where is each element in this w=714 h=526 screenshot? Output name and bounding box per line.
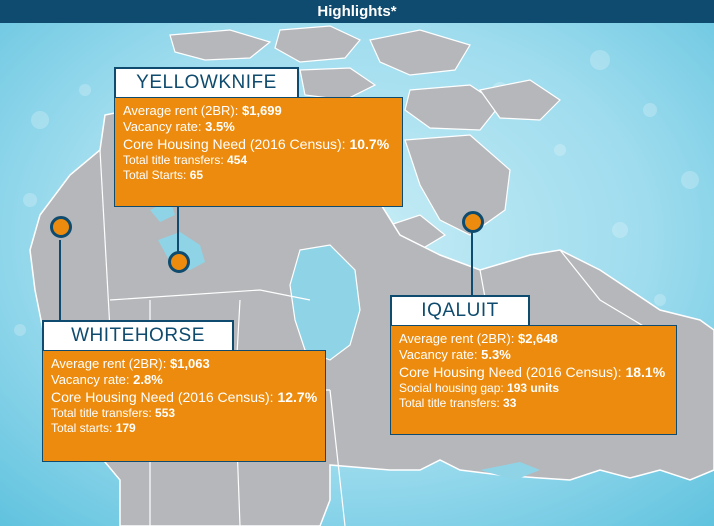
stat-row: Vacancy rate: 5.3% bbox=[399, 347, 511, 363]
iqaluit-label: IQALUIT bbox=[390, 295, 530, 327]
stat-row: Total Starts: 65 bbox=[123, 168, 204, 182]
whitehorse-card: Average rent (2BR): $1,063 Vacancy rate:… bbox=[42, 350, 326, 462]
arctic-islands bbox=[169, 25, 561, 251]
whitehorse-label: WHITEHORSE bbox=[42, 320, 234, 352]
stat-row: Core Housing Need (2016 Census): 12.7% bbox=[51, 388, 318, 405]
stat-row: Core Housing Need (2016 Census): 18.1% bbox=[399, 363, 666, 380]
iqaluit-map-marker[interactable] bbox=[462, 211, 484, 233]
iqaluit-pointer-line bbox=[471, 232, 473, 297]
stat-row: Total starts: 179 bbox=[51, 421, 136, 435]
yellowknife-map-marker[interactable] bbox=[168, 251, 190, 273]
stat-row: Core Housing Need (2016 Census): 10.7% bbox=[123, 135, 390, 152]
hudson-bay bbox=[289, 244, 361, 361]
page-title: Highlights* bbox=[0, 0, 714, 23]
yellowknife-card: Average rent (2BR): $1,699 Vacancy rate:… bbox=[114, 97, 403, 207]
iqaluit-card: Average rent (2BR): $2,648 Vacancy rate:… bbox=[390, 325, 677, 435]
stat-row: Average rent (2BR): $2,648 bbox=[399, 331, 558, 346]
stat-row: Social housing gap: 193 units bbox=[399, 381, 560, 395]
stat-row: Total title transfers: 33 bbox=[399, 396, 517, 410]
stat-row: Average rent (2BR): $1,699 bbox=[123, 103, 282, 118]
stat-row: Vacancy rate: 3.5% bbox=[123, 119, 235, 135]
yellowknife-label: YELLOWKNIFE bbox=[114, 67, 299, 99]
stat-row: Vacancy rate: 2.8% bbox=[51, 372, 163, 388]
stat-row: Total title transfers: 553 bbox=[51, 406, 176, 420]
whitehorse-pointer-line bbox=[59, 240, 61, 322]
whitehorse-map-marker[interactable] bbox=[50, 216, 72, 238]
stat-row: Total title transfers: 454 bbox=[123, 153, 248, 167]
yellowknife-pointer-line bbox=[177, 205, 179, 255]
stat-row: Average rent (2BR): $1,063 bbox=[51, 356, 210, 371]
